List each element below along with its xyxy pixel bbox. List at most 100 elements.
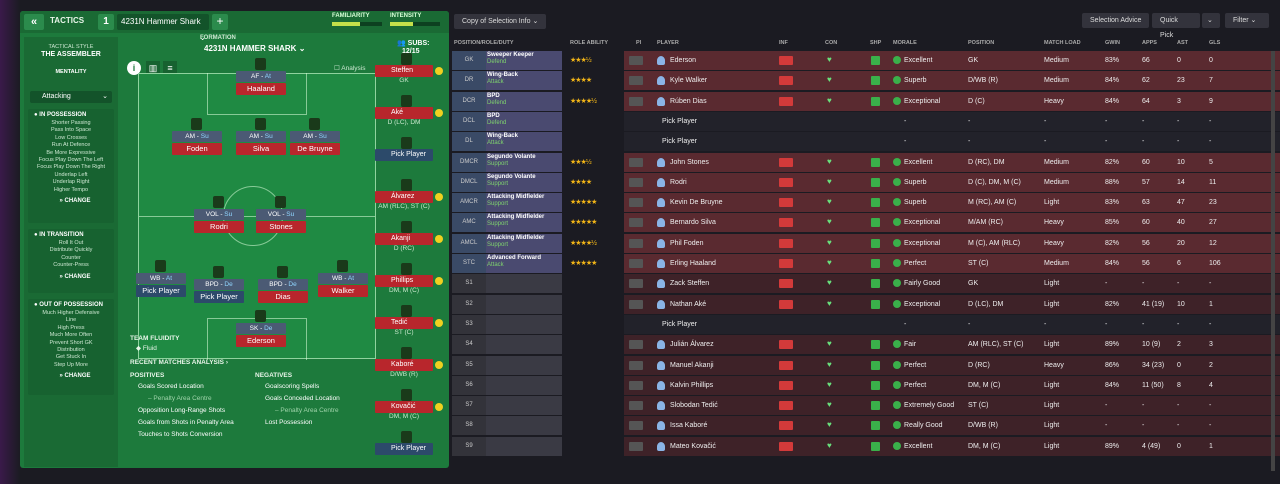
table-row[interactable]: DCR BPD Defend ★★★★½ ♥ Rúben Dias Exceptional D… <box>452 91 1280 112</box>
formation-player-7[interactable]: WB - At Pick Player <box>136 260 208 299</box>
cell-player[interactable]: Pick Player <box>662 138 698 146</box>
tactic-slot-number[interactable]: 1 <box>98 14 114 30</box>
role-duty-cell[interactable]: Segundo Volante Support <box>486 172 562 192</box>
cell-player[interactable]: Nathan Aké <box>670 300 707 308</box>
role-duty-cell[interactable] <box>486 396 562 416</box>
role-duty-cell[interactable]: Wing-Back Attack <box>486 71 562 91</box>
role-duty-cell[interactable]: Attacking Midfielder Support <box>486 193 562 213</box>
in-possession-change-button[interactable]: » CHANGE <box>59 198 91 205</box>
table-row[interactable]: DMCL Segundo Volante Support ★★★★ ♥ Rodri Supe… <box>452 172 1280 193</box>
quick-pick-chevron-icon[interactable]: ⌄ <box>1202 13 1220 28</box>
cell-player[interactable]: Pick Player <box>662 117 698 125</box>
table-row[interactable]: S8 ♥ Issa Kaboré Really Good D/WB (R) Light - -… <box>452 416 1280 436</box>
table-row[interactable]: DL Wing-Back Attack Pick Player - - - - - - - <box>452 132 1280 152</box>
formation-selector[interactable]: 4231N HAMMER SHARK ⌄ <box>204 44 306 53</box>
player-instructions-icon[interactable] <box>629 198 643 208</box>
table-row[interactable]: S3 Pick Player - - - - - - - <box>452 314 1280 335</box>
player-instructions-icon[interactable] <box>629 238 643 248</box>
player-instructions-icon[interactable] <box>629 279 643 289</box>
player-instructions-icon[interactable] <box>629 96 643 106</box>
info-icon[interactable]: i <box>127 61 141 75</box>
formation-player-5[interactable]: VOL - Su Rodri <box>194 196 266 235</box>
role-duty-cell[interactable]: Advanced Forward Attack <box>486 254 562 273</box>
table-row[interactable]: GK Sweeper Keeper Defend ★★★½ ♥ Ederson Excell… <box>452 51 1280 71</box>
role-duty-cell[interactable] <box>486 355 562 375</box>
player-instructions-icon[interactable] <box>629 380 643 390</box>
table-row[interactable]: S2 ♥ Nathan Aké Exceptional D (LC), DM Light 8… <box>452 294 1280 315</box>
player-instructions-icon[interactable] <box>629 299 643 309</box>
back-button[interactable]: « <box>24 14 44 30</box>
player-instructions-icon[interactable] <box>629 441 643 451</box>
add-tactic-button[interactable]: + <box>212 14 228 30</box>
column-header[interactable]: POSITION <box>968 40 995 46</box>
column-header[interactable]: MORALE <box>893 40 917 46</box>
table-row[interactable]: S5 ♥ Manuel Akanji Perfect D (RC) Heavy 86% 34 … <box>452 355 1280 376</box>
cell-player[interactable]: Slobodan Tedić <box>670 402 718 410</box>
cell-player[interactable]: Mateo Kovačić <box>670 442 716 450</box>
role-duty-cell[interactable] <box>486 294 562 314</box>
sub-arrow-icon[interactable] <box>435 403 443 411</box>
cell-player[interactable]: Phil Foden <box>670 239 704 247</box>
cell-player[interactable]: Kyle Walker <box>670 77 708 85</box>
cell-player[interactable]: Julián Álvarez <box>670 341 714 349</box>
player-instructions-icon[interactable] <box>629 360 643 370</box>
formation-player-10[interactable]: WB - At Walker <box>318 260 390 299</box>
role-duty-cell[interactable] <box>486 335 562 355</box>
cell-player[interactable]: Issa Kaboré <box>670 422 708 430</box>
sub-player-3[interactable]: Pick Player <box>375 137 443 169</box>
role-duty-cell[interactable]: Attacking Midfielder Support <box>486 213 562 233</box>
player-instructions-icon[interactable] <box>629 340 643 350</box>
sub-player-5[interactable]: Akanji D (RC) <box>375 221 443 253</box>
cell-player[interactable]: Kevin De Bruyne <box>670 199 723 207</box>
player-instructions-icon[interactable] <box>629 177 643 187</box>
cell-player[interactable]: Kalvin Phillips <box>670 381 714 389</box>
player-instructions-icon[interactable] <box>629 76 643 86</box>
column-header[interactable]: POSITION/ROLE/DUTY <box>454 40 514 46</box>
cell-player[interactable]: John Stones <box>670 158 709 166</box>
column-header[interactable]: APPS <box>1142 40 1157 46</box>
formation-player-3[interactable]: AM - Su Silva <box>236 118 308 157</box>
cell-player[interactable]: Rúben Dias <box>670 97 707 105</box>
copy-selection-info-dropdown[interactable]: Copy of Selection Info ⌄ <box>454 14 547 29</box>
column-header[interactable]: ROLE ABILITY <box>570 40 608 46</box>
table-row[interactable]: AMCR Attacking Midfielder Support ★★★★★ ♥ Kev… <box>452 193 1280 213</box>
formation-player-6[interactable]: VOL - Su Stones <box>256 196 328 235</box>
out-of-possession-change-button[interactable]: » CHANGE <box>59 373 91 380</box>
column-header[interactable]: GLS <box>1209 40 1221 46</box>
formation-player-8[interactable]: BPD - De Pick Player <box>194 266 266 305</box>
column-header[interactable]: SHP <box>870 40 882 46</box>
stats-icon[interactable]: ▥ <box>146 61 160 75</box>
table-row[interactable]: AMC Attacking Midfielder Support ★★★★★ ♥ Bern… <box>452 213 1280 233</box>
sub-player-9[interactable]: Kovačić DM, M (C) <box>375 389 443 421</box>
sub-player-2[interactable]: Aké D (LC), DM <box>375 95 443 127</box>
sub-arrow-icon[interactable] <box>435 193 443 201</box>
player-instructions-icon[interactable] <box>629 401 643 411</box>
player-instructions-icon[interactable] <box>629 218 643 228</box>
role-duty-cell[interactable]: Segundo Volante Support <box>486 152 562 172</box>
column-header[interactable]: GWIN <box>1105 40 1120 46</box>
role-duty-cell[interactable] <box>486 274 562 294</box>
role-duty-cell[interactable]: Wing-Back Attack <box>486 132 562 152</box>
cell-player[interactable]: Pick Player <box>662 320 698 328</box>
table-row[interactable]: S6 ♥ Kalvin Phillips Perfect DM, M (C) Light 8… <box>452 375 1280 396</box>
sub-arrow-icon[interactable] <box>435 319 443 327</box>
role-duty-cell[interactable]: Attacking Midfielder Support <box>486 233 562 253</box>
formation-player-1[interactable]: AF - At Haaland <box>236 58 308 97</box>
cell-player[interactable]: Erling Haaland <box>670 260 716 267</box>
table-row[interactable]: AMCL Attacking Midfielder Support ★★★★½ ♥ Phi… <box>452 233 1280 254</box>
table-row[interactable]: STC Advanced Forward Attack ★★★★★ ♥ Erling Ha… <box>452 254 1280 274</box>
formation-player-4[interactable]: AM - Su De Bruyne <box>290 118 362 157</box>
player-instructions-icon[interactable] <box>629 259 643 268</box>
role-duty-cell[interactable]: BPD Defend <box>486 91 562 111</box>
cell-player[interactable]: Zack Steffen <box>670 280 710 288</box>
column-header[interactable]: CON <box>825 40 838 46</box>
column-header[interactable]: AST <box>1177 40 1188 46</box>
mentality-select[interactable]: Attacking ⌄ <box>30 91 112 103</box>
cell-player[interactable]: Manuel Akanji <box>670 361 714 369</box>
player-instructions-icon[interactable] <box>629 157 643 167</box>
table-row[interactable]: DR Wing-Back Attack ★★★★ ♥ Kyle Walker Superb D… <box>452 71 1280 91</box>
sub-arrow-icon[interactable] <box>435 235 443 243</box>
sub-player-6[interactable]: Phillips DM, M (C) <box>375 263 443 295</box>
filter-button[interactable]: Filter ⌄ <box>1225 13 1269 28</box>
quick-pick-button[interactable]: Quick Pick <box>1152 13 1200 39</box>
